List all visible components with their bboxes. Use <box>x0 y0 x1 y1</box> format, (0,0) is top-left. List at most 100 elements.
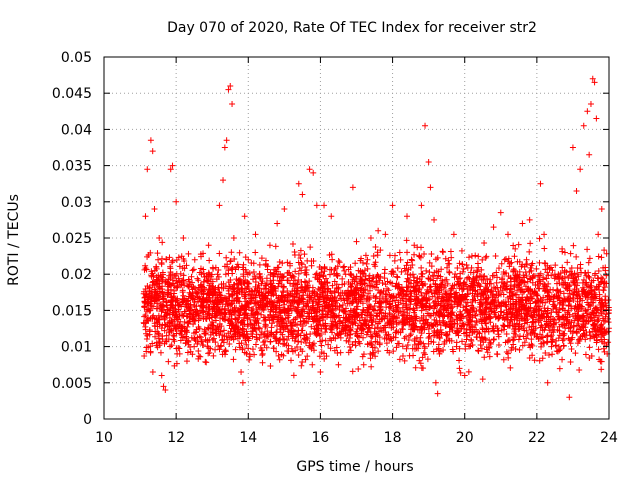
data-point <box>539 324 546 331</box>
data-point <box>374 252 381 259</box>
data-point <box>519 303 526 310</box>
data-point <box>150 278 157 285</box>
data-point <box>507 285 514 292</box>
data-point <box>464 332 471 339</box>
data-point <box>549 326 556 333</box>
data-point <box>187 344 194 351</box>
data-point <box>420 365 427 372</box>
data-point <box>430 322 437 329</box>
data-point <box>505 354 512 361</box>
data-point <box>360 270 367 277</box>
data-point <box>508 259 515 266</box>
data-point <box>548 332 555 339</box>
data-point <box>323 325 330 332</box>
data-point <box>446 268 453 275</box>
data-point <box>155 284 162 291</box>
data-point <box>565 283 572 290</box>
data-point <box>487 276 494 283</box>
data-point <box>191 256 198 263</box>
data-point <box>174 283 181 290</box>
data-point <box>158 273 165 280</box>
data-point <box>412 364 419 371</box>
data-point <box>431 329 438 336</box>
data-point <box>355 366 362 373</box>
data-point <box>164 287 171 294</box>
data-point <box>427 184 434 191</box>
data-point <box>461 372 468 379</box>
data-point <box>502 302 509 309</box>
data-point <box>240 273 247 280</box>
data-point <box>336 304 343 311</box>
data-point <box>363 260 370 267</box>
data-point <box>454 325 461 332</box>
data-point <box>519 220 526 227</box>
data-point <box>297 346 304 353</box>
data-point <box>310 288 317 295</box>
data-point <box>418 330 425 337</box>
data-point <box>212 346 219 353</box>
data-point <box>549 339 556 346</box>
data-point <box>601 280 608 287</box>
data-point <box>182 340 189 347</box>
data-point <box>336 292 343 299</box>
data-point <box>598 366 605 373</box>
data-point <box>399 326 406 333</box>
data-point <box>142 294 149 301</box>
data-point <box>298 284 305 291</box>
data-point <box>355 267 362 274</box>
data-point <box>506 263 513 270</box>
data-point <box>573 286 580 293</box>
data-point <box>567 340 574 347</box>
data-point <box>242 292 249 299</box>
data-point <box>364 256 371 263</box>
data-point <box>529 274 536 281</box>
data-point <box>457 312 464 319</box>
data-point <box>179 277 186 284</box>
data-point <box>524 278 531 285</box>
data-point <box>595 283 602 290</box>
data-point <box>283 342 290 349</box>
data-point <box>346 291 353 298</box>
data-point <box>536 357 543 364</box>
data-point <box>513 277 520 284</box>
data-point <box>244 334 251 341</box>
data-point <box>184 329 191 336</box>
data-point <box>223 254 230 261</box>
data-point <box>446 297 453 304</box>
data-point <box>330 270 337 277</box>
data-point <box>483 253 490 260</box>
data-point <box>280 352 287 359</box>
data-point <box>210 335 217 342</box>
data-point <box>338 295 345 302</box>
data-point <box>384 347 391 354</box>
data-point <box>368 363 375 370</box>
y-tick-label: 0 <box>83 412 92 428</box>
data-point <box>245 280 252 287</box>
data-point <box>231 304 238 311</box>
data-point <box>478 334 485 341</box>
data-point <box>159 286 166 293</box>
data-point <box>228 334 235 341</box>
data-point <box>546 352 553 359</box>
data-point <box>152 328 159 335</box>
data-point <box>150 272 157 279</box>
data-point <box>571 289 578 296</box>
data-point <box>227 258 234 265</box>
data-point <box>409 271 416 278</box>
data-point <box>481 354 488 361</box>
data-point <box>163 299 170 306</box>
data-point <box>273 348 280 355</box>
data-point <box>377 307 384 314</box>
data-point <box>187 314 194 321</box>
data-point <box>439 317 446 324</box>
data-point <box>213 276 220 283</box>
data-point <box>434 254 441 261</box>
x-axis-label: GPS time / hours <box>296 459 413 475</box>
data-point <box>165 358 172 365</box>
data-point <box>541 231 548 238</box>
data-point <box>592 305 599 312</box>
data-point <box>426 333 433 340</box>
data-point <box>178 253 185 260</box>
data-point <box>170 311 177 318</box>
data-point <box>408 298 415 305</box>
